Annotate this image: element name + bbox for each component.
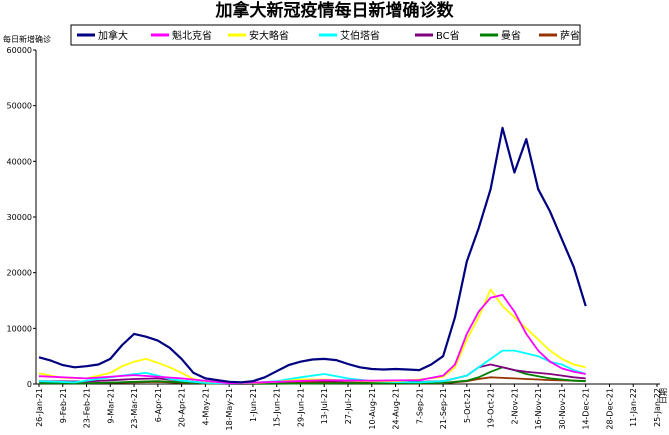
x-tick-label: 27-Jul-21 (344, 388, 353, 424)
y-tick-label: 30000 (7, 213, 32, 222)
y-tick-label: 20000 (7, 269, 32, 278)
x-tick-label: 14-Dec-21 (582, 388, 591, 430)
x-tick-label: 2-Nov-21 (510, 388, 519, 424)
x-tick-label: 28-Dec-21 (605, 388, 614, 430)
series-line-1 (38, 293, 586, 385)
legend-entry: BC省 (436, 29, 460, 42)
legend-entry: 安大略省 (249, 29, 289, 42)
y-tick-label: 10000 (7, 324, 32, 333)
x-tick-label: 10-Aug-21 (368, 388, 377, 430)
series-line-0 (38, 126, 587, 384)
y-tick-label: 50000 (7, 102, 32, 111)
axes: 0 10000 20000 30000 40000 50000 60000 每日新增确诊 26-… (3, 34, 668, 431)
x-tick-label: 9-Mar-21 (106, 388, 115, 424)
legend-entry: 加拿大 (98, 29, 128, 42)
x-tick-label: 7-Sep-21 (415, 388, 424, 424)
x-tick-label: 18-May-21 (225, 388, 234, 431)
series-lines (38, 126, 587, 385)
x-tick-label: 6-Apr-21 (154, 388, 163, 422)
legend-entry: 艾伯塔省 (340, 29, 380, 42)
legend-entry: 萨省 (560, 29, 580, 42)
x-tick-label: 30-Nov-21 (558, 388, 567, 430)
x-tick-label: 5-Oct-21 (463, 388, 472, 423)
legend-entry: 曼省 (501, 29, 521, 42)
x-tick-label: 16-Nov-21 (534, 388, 543, 430)
x-tick-label: 19-Oct-21 (487, 388, 496, 428)
series-line-5 (38, 366, 586, 385)
x-tick-label: 29-Jun-21 (296, 388, 305, 427)
y-tick-label: 60000 (7, 46, 32, 55)
x-tick-label: 11-Jan-22 (629, 388, 638, 427)
chart-title: 加拿大新冠疫情每日新增确诊数 (215, 1, 454, 21)
legend-entry: 魁北克省 (172, 29, 212, 42)
x-tick-label: 25-Jan-22 (653, 388, 662, 427)
x-tick-label: 20-Apr-21 (178, 388, 187, 427)
x-tick-label: 15-Jun-21 (273, 388, 282, 427)
x-tick-label: 23-Feb-21 (83, 388, 92, 428)
x-tick-label: 9-Feb-21 (59, 388, 68, 423)
legend: 加拿大 魁北克省 安大略省 艾伯塔省 BC省 曼省 萨省 (70, 24, 581, 46)
series-line-2 (38, 288, 586, 384)
y-tick-label: 0 (27, 380, 32, 389)
x-tick-label: 13-Jul-21 (320, 388, 329, 424)
x-axis-extra-label: 日期 (659, 388, 668, 404)
x-tick-label: 21-Sep-21 (439, 388, 448, 429)
x-tick-label: 4-May-21 (201, 388, 210, 425)
x-tick-label: 23-Mar-21 (130, 388, 139, 429)
y-axis-label: 每日新增确诊 (3, 34, 51, 44)
x-tick-label: 26-Jan-21 (35, 388, 44, 427)
x-tick-label: 1-Jun-21 (249, 388, 258, 422)
x-tick-label: 24-Aug-21 (392, 388, 401, 430)
y-tick-label: 40000 (7, 157, 32, 166)
